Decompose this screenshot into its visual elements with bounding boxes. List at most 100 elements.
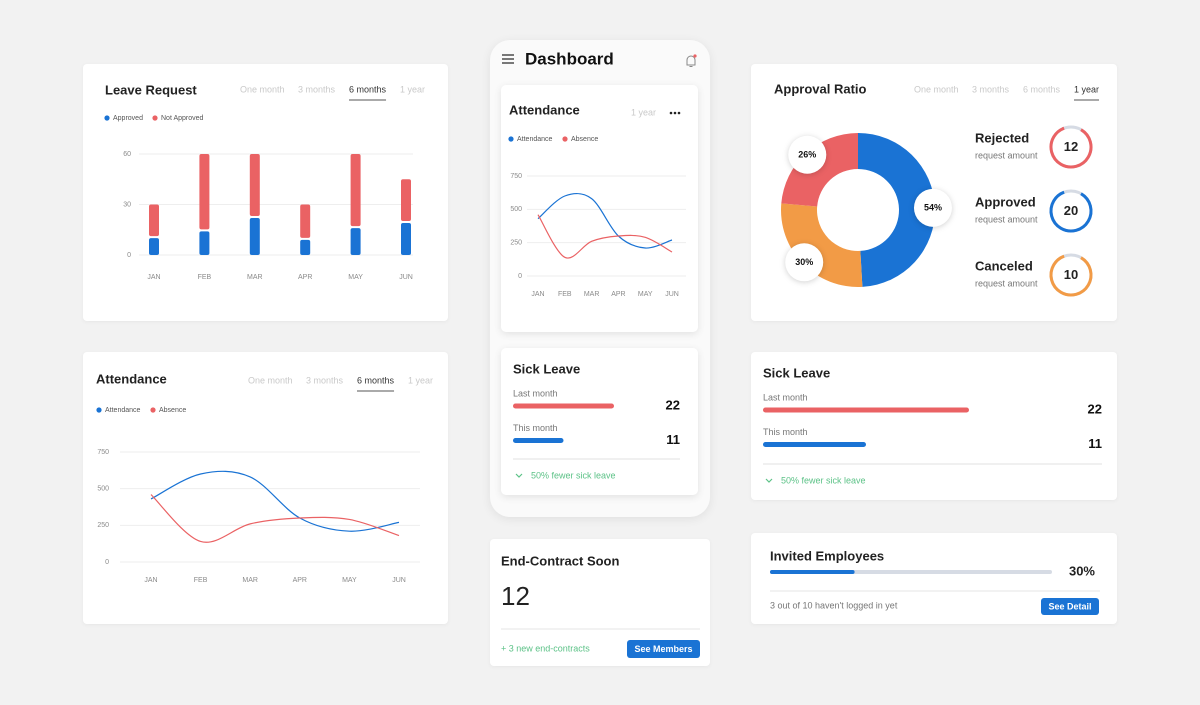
legend-dot	[96, 407, 102, 413]
progress-fill	[770, 570, 855, 574]
legend-dot	[150, 407, 156, 413]
x-tick-label: APR	[293, 577, 307, 584]
bar	[513, 403, 614, 409]
bar	[149, 204, 159, 237]
tab[interactable]: 1 year	[408, 375, 433, 385]
tab[interactable]: 6 months	[349, 84, 387, 94]
tab[interactable]: 3 months	[972, 84, 1010, 94]
stat-sublabel: request amount	[975, 278, 1038, 288]
note: 50% fewer sick leave	[781, 475, 866, 485]
count: 12	[501, 581, 530, 611]
y-tick-label: 0	[518, 273, 522, 280]
line	[150, 494, 400, 543]
stat-label: Approved	[975, 194, 1036, 209]
tab[interactable]: One month	[914, 84, 959, 94]
more-icon	[669, 111, 673, 115]
bar	[401, 223, 411, 255]
legend-dot	[562, 136, 568, 142]
ring	[1049, 125, 1093, 169]
x-tick-label: JAN	[144, 577, 157, 584]
phone-sick-leave-card-canvas: Sick Leave Last month 22 This month 11 50% fe…	[513, 361, 680, 480]
more-icon	[677, 111, 681, 115]
approval-ratio-card: Approval Ratio One month 3 months 6 months 1…	[751, 64, 1117, 321]
ring	[1049, 253, 1093, 297]
legend-label: Attendance	[105, 407, 141, 414]
row-label: Last month	[513, 388, 558, 398]
card-title: Approval Ratio	[774, 81, 867, 96]
phone-attendance-card: Attendance 1 year 0 250 500 750 JAN FEB MAR APR MA…	[501, 85, 698, 332]
y-tick-label: 750	[510, 173, 522, 180]
tab[interactable]: One month	[248, 375, 293, 385]
data-label: 26%	[798, 150, 816, 160]
x-tick-label: MAR	[584, 291, 600, 298]
bar	[401, 179, 411, 222]
stat-value: 20	[1064, 203, 1078, 218]
tab[interactable]: 3 months	[306, 375, 344, 385]
card-title: Attendance	[96, 371, 167, 386]
card-title: Invited Employees	[770, 548, 884, 563]
x-tick-label: FEB	[198, 274, 212, 281]
x-tick-label: JUN	[392, 577, 406, 584]
bell-icon[interactable]	[686, 55, 696, 67]
chevron	[765, 478, 773, 483]
progress-label: 30%	[1069, 563, 1095, 578]
line	[537, 192, 673, 249]
bell-dot	[693, 54, 697, 58]
legend-dot	[104, 115, 110, 121]
stat-label: Rejected	[975, 130, 1029, 145]
leave-request-card-canvas: Leave Request One month 3 months 6 months 1 …	[104, 82, 425, 281]
y-tick-label: 0	[105, 559, 109, 566]
x-tick-label: MAR	[242, 577, 258, 584]
x-tick-label: JAN	[531, 291, 544, 298]
invited-card: Invited Employees 30% 3 out of 10 haven't …	[751, 533, 1117, 624]
stat-sublabel: request amount	[975, 150, 1038, 160]
y-tick-label: 500	[510, 206, 522, 213]
y-tick-label: 750	[97, 449, 109, 456]
tab[interactable]: 6 months	[1023, 84, 1061, 94]
tab[interactable]: 1 year	[1074, 84, 1099, 94]
card-title: Sick Leave	[513, 361, 580, 376]
tab[interactable]: One month	[240, 84, 285, 94]
button[interactable]: See Members	[627, 640, 700, 658]
x-tick-label: APR	[298, 274, 312, 281]
row-label: This month	[513, 423, 558, 433]
button-bg	[1041, 598, 1099, 615]
bar	[350, 228, 361, 255]
button[interactable]: See Detail	[1041, 598, 1099, 615]
x-tick-label: JUN	[399, 274, 413, 281]
row-label: This month	[763, 427, 808, 437]
x-tick-label: FEB	[194, 577, 208, 584]
bar	[513, 438, 564, 443]
approval-ratio-card-canvas: Approval Ratio One month 3 months 6 months 1…	[774, 81, 1099, 297]
card-title: End-Contract Soon	[501, 553, 619, 568]
stat-sublabel: request amount	[975, 214, 1038, 224]
y-tick-label: 0	[127, 252, 131, 259]
end-contract-card: End-Contract Soon 12 + 3 new end-contracts…	[490, 539, 710, 666]
donut-segment	[781, 203, 863, 287]
label-bubble	[788, 135, 827, 174]
tab[interactable]: 3 months	[298, 84, 336, 94]
stat-label: Canceled	[975, 258, 1033, 273]
bar	[763, 407, 969, 413]
line	[150, 470, 400, 532]
invited-card-canvas: Invited Employees 30% 3 out of 10 haven't …	[770, 548, 1100, 615]
bar	[300, 204, 311, 238]
legend-label: Attendance	[517, 136, 553, 143]
note: + 3 new end-contracts	[501, 643, 590, 653]
phone-sick-leave-card: Sick Leave Last month 22 This month 11 50% fe…	[501, 348, 698, 495]
bar	[350, 154, 361, 227]
button-bg	[627, 640, 700, 658]
leave-request-card: Leave Request One month 3 months 6 months 1 …	[83, 64, 448, 321]
donut-segment	[858, 133, 936, 287]
label-bubble	[913, 188, 952, 227]
legend-label: Absence	[159, 407, 186, 414]
bar	[249, 154, 260, 216]
tab[interactable]: 1 year	[400, 84, 425, 94]
bar	[300, 239, 311, 255]
tab[interactable]: 6 months	[357, 375, 395, 385]
button-label: See Members	[634, 644, 692, 654]
legend-label: Approved	[113, 115, 143, 122]
x-tick-label: JUN	[665, 291, 679, 298]
tab[interactable]: 1 year	[631, 107, 656, 117]
stat-value: 12	[1064, 139, 1078, 154]
